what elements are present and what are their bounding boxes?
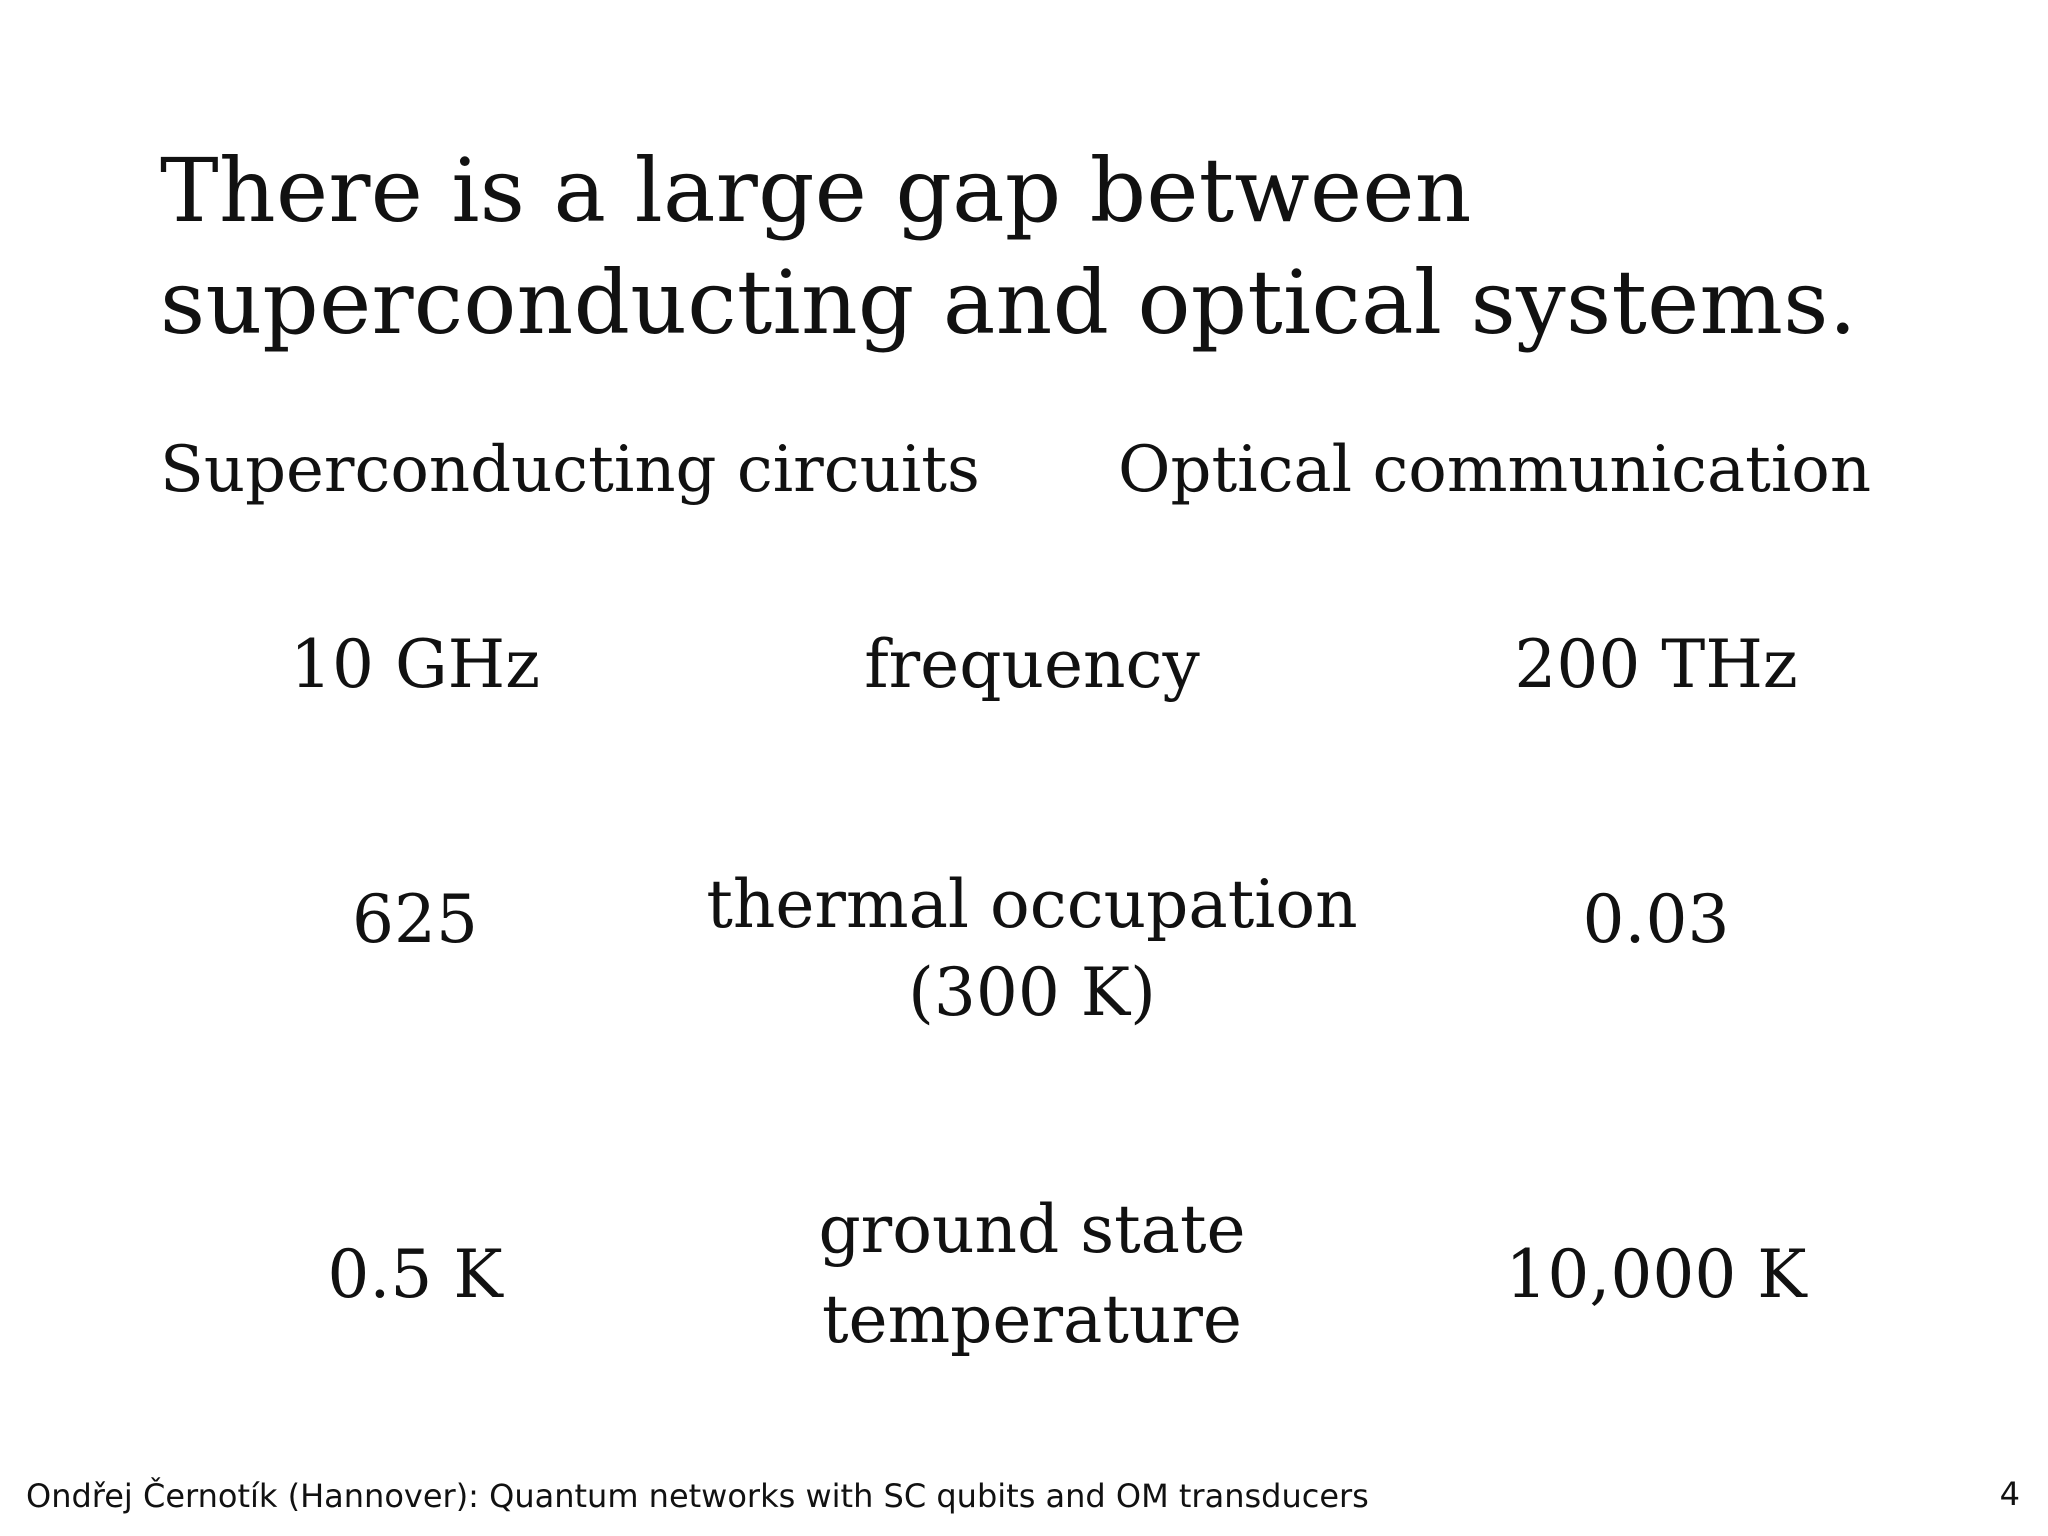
row-ground-state-temperature-label-line-2: temperature: [821, 1281, 1242, 1358]
row-thermal-occupation-label-line-1: thermal occupation: [706, 866, 1358, 943]
row-frequency-label: frequency: [864, 626, 1200, 703]
row-ground-state-temperature-right-value: 10,000 K: [1505, 1236, 1807, 1313]
header-superconducting-circuits: Superconducting circuits: [160, 433, 980, 507]
slide-title: There is a large gap between superconduc…: [160, 135, 1960, 359]
slide-title-line-2: superconducting and optical systems.: [160, 251, 1858, 354]
row-thermal-occupation-label-line-2: (300 K): [908, 954, 1156, 1031]
row-ground-state-temperature-left-value: 0.5 K: [327, 1236, 503, 1313]
slide-footer: Ondřej Černotík (Hannover): Quantum netw…: [26, 1477, 1369, 1515]
header-optical-communication: Optical communication: [1118, 433, 1872, 507]
row-thermal-occupation-left-value: 625: [352, 881, 478, 958]
row-frequency-left-value: 10 GHz: [289, 626, 540, 703]
slide-title-line-1: There is a large gap between: [160, 139, 1472, 242]
row-thermal-occupation-right-value: 0.03: [1582, 881, 1730, 958]
page-number: 4: [1999, 1475, 2020, 1513]
row-frequency-right-value: 200 THz: [1514, 626, 1798, 703]
row-ground-state-temperature-label-line-1: ground state: [818, 1191, 1246, 1268]
